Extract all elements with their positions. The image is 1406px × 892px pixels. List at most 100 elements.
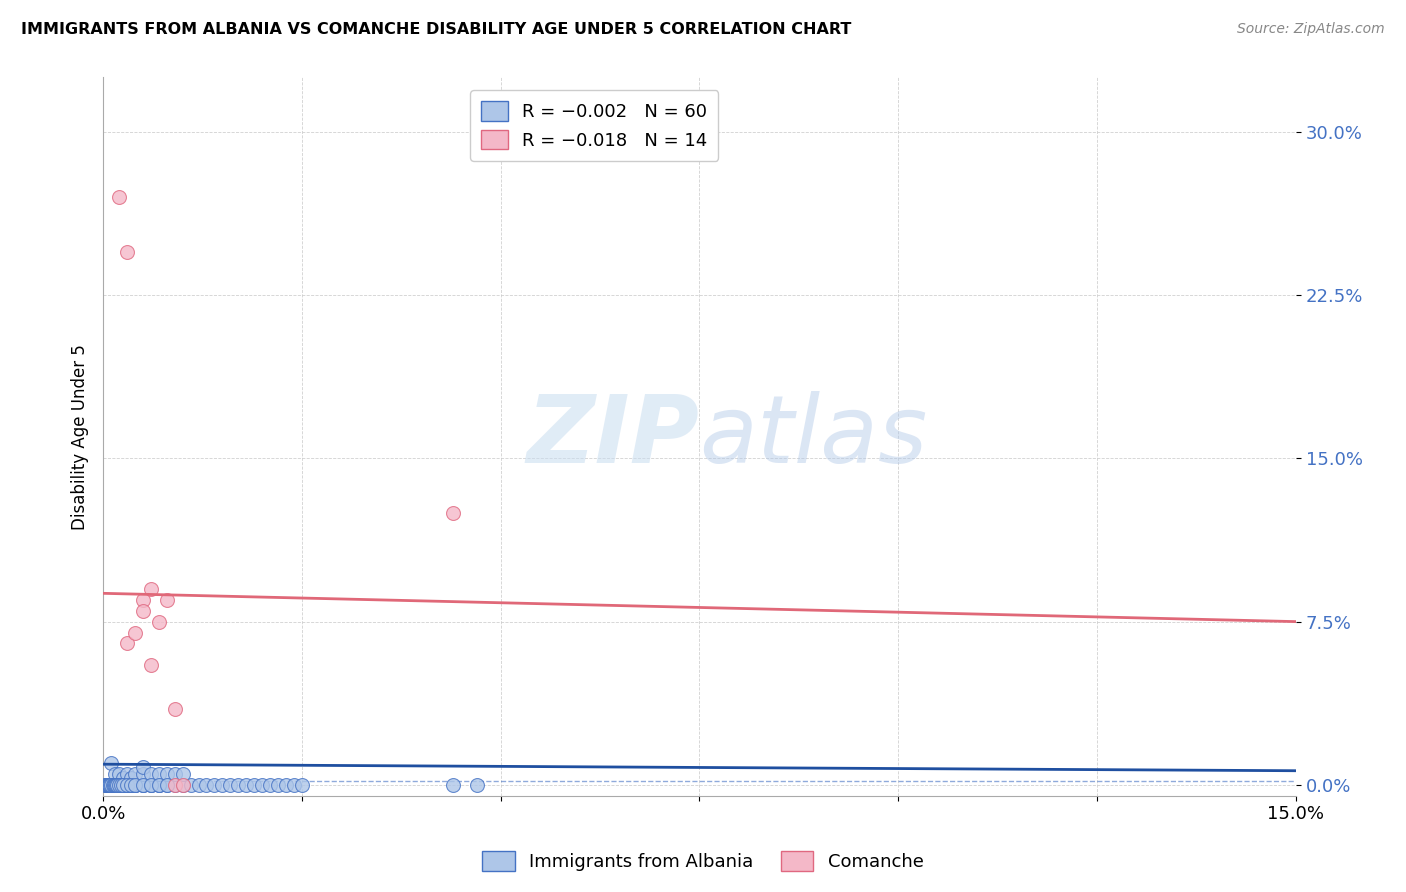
Point bbox=[163, 767, 186, 781]
Point bbox=[111, 778, 134, 792]
Point bbox=[93, 778, 115, 792]
Point bbox=[132, 778, 155, 792]
Point bbox=[274, 778, 297, 792]
Point bbox=[259, 778, 281, 792]
Point bbox=[465, 778, 488, 792]
Point bbox=[219, 778, 242, 792]
Point bbox=[132, 760, 155, 774]
Point bbox=[195, 778, 218, 792]
Point bbox=[250, 778, 273, 792]
Point bbox=[111, 772, 134, 786]
Point bbox=[132, 767, 155, 781]
Point bbox=[139, 778, 162, 792]
Point bbox=[115, 767, 138, 781]
Point bbox=[101, 778, 124, 792]
Point bbox=[291, 778, 314, 792]
Point bbox=[108, 778, 131, 792]
Point bbox=[108, 778, 131, 792]
Point bbox=[156, 778, 179, 792]
Text: atlas: atlas bbox=[699, 391, 928, 482]
Point bbox=[163, 778, 186, 792]
Point bbox=[139, 658, 162, 673]
Text: Source: ZipAtlas.com: Source: ZipAtlas.com bbox=[1237, 22, 1385, 37]
Point bbox=[97, 778, 120, 792]
Point bbox=[108, 778, 131, 792]
Point bbox=[115, 244, 138, 259]
Point bbox=[100, 756, 122, 771]
Point bbox=[115, 636, 138, 650]
Point bbox=[172, 778, 194, 792]
Point bbox=[211, 778, 233, 792]
Point bbox=[180, 778, 202, 792]
Point bbox=[148, 778, 170, 792]
Point bbox=[120, 772, 142, 786]
Point bbox=[100, 778, 122, 792]
Point bbox=[108, 767, 131, 781]
Point bbox=[110, 778, 132, 792]
Point bbox=[124, 778, 146, 792]
Point bbox=[103, 778, 125, 792]
Point bbox=[120, 778, 142, 792]
Point bbox=[132, 592, 155, 607]
Point bbox=[124, 767, 146, 781]
Point bbox=[163, 778, 186, 792]
Legend: R = −0.002   N = 60, R = −0.018   N = 14: R = −0.002 N = 60, R = −0.018 N = 14 bbox=[470, 90, 718, 161]
Point bbox=[107, 778, 129, 792]
Point bbox=[111, 778, 134, 792]
Point bbox=[100, 778, 122, 792]
Text: IMMIGRANTS FROM ALBANIA VS COMANCHE DISABILITY AGE UNDER 5 CORRELATION CHART: IMMIGRANTS FROM ALBANIA VS COMANCHE DISA… bbox=[21, 22, 852, 37]
Point bbox=[187, 778, 209, 792]
Point bbox=[156, 767, 179, 781]
Point bbox=[94, 778, 117, 792]
Point bbox=[156, 778, 179, 792]
Point bbox=[283, 778, 305, 792]
Point bbox=[124, 778, 146, 792]
Point bbox=[104, 778, 127, 792]
Point bbox=[132, 778, 155, 792]
Point bbox=[132, 778, 155, 792]
Point bbox=[172, 778, 194, 792]
Point bbox=[139, 767, 162, 781]
Point bbox=[139, 778, 162, 792]
Point bbox=[108, 190, 131, 204]
Point bbox=[124, 778, 146, 792]
Point bbox=[98, 778, 121, 792]
Point bbox=[96, 778, 118, 792]
Point bbox=[139, 582, 162, 596]
Point bbox=[139, 778, 162, 792]
Point bbox=[115, 778, 138, 792]
Point bbox=[148, 778, 170, 792]
Point bbox=[148, 778, 170, 792]
Y-axis label: Disability Age Under 5: Disability Age Under 5 bbox=[72, 343, 89, 530]
Point bbox=[115, 778, 138, 792]
Point bbox=[441, 778, 464, 792]
Point bbox=[124, 625, 146, 640]
Point bbox=[108, 778, 131, 792]
Point bbox=[115, 778, 138, 792]
Point bbox=[115, 778, 138, 792]
Point bbox=[226, 778, 249, 792]
Point bbox=[243, 778, 266, 792]
Point bbox=[96, 778, 118, 792]
Point bbox=[172, 767, 194, 781]
Point bbox=[120, 778, 142, 792]
Text: ZIP: ZIP bbox=[527, 391, 699, 483]
Point bbox=[104, 767, 127, 781]
Point bbox=[132, 604, 155, 618]
Point bbox=[104, 778, 127, 792]
Point bbox=[100, 778, 122, 792]
Point bbox=[97, 778, 120, 792]
Point bbox=[124, 778, 146, 792]
Point bbox=[204, 778, 226, 792]
Point bbox=[96, 778, 118, 792]
Point bbox=[96, 778, 118, 792]
Point bbox=[98, 778, 121, 792]
Point bbox=[100, 778, 122, 792]
Point bbox=[148, 615, 170, 629]
Legend: Immigrants from Albania, Comanche: Immigrants from Albania, Comanche bbox=[475, 844, 931, 879]
Point bbox=[156, 592, 179, 607]
Point bbox=[108, 778, 131, 792]
Point bbox=[235, 778, 257, 792]
Point bbox=[148, 767, 170, 781]
Point bbox=[441, 506, 464, 520]
